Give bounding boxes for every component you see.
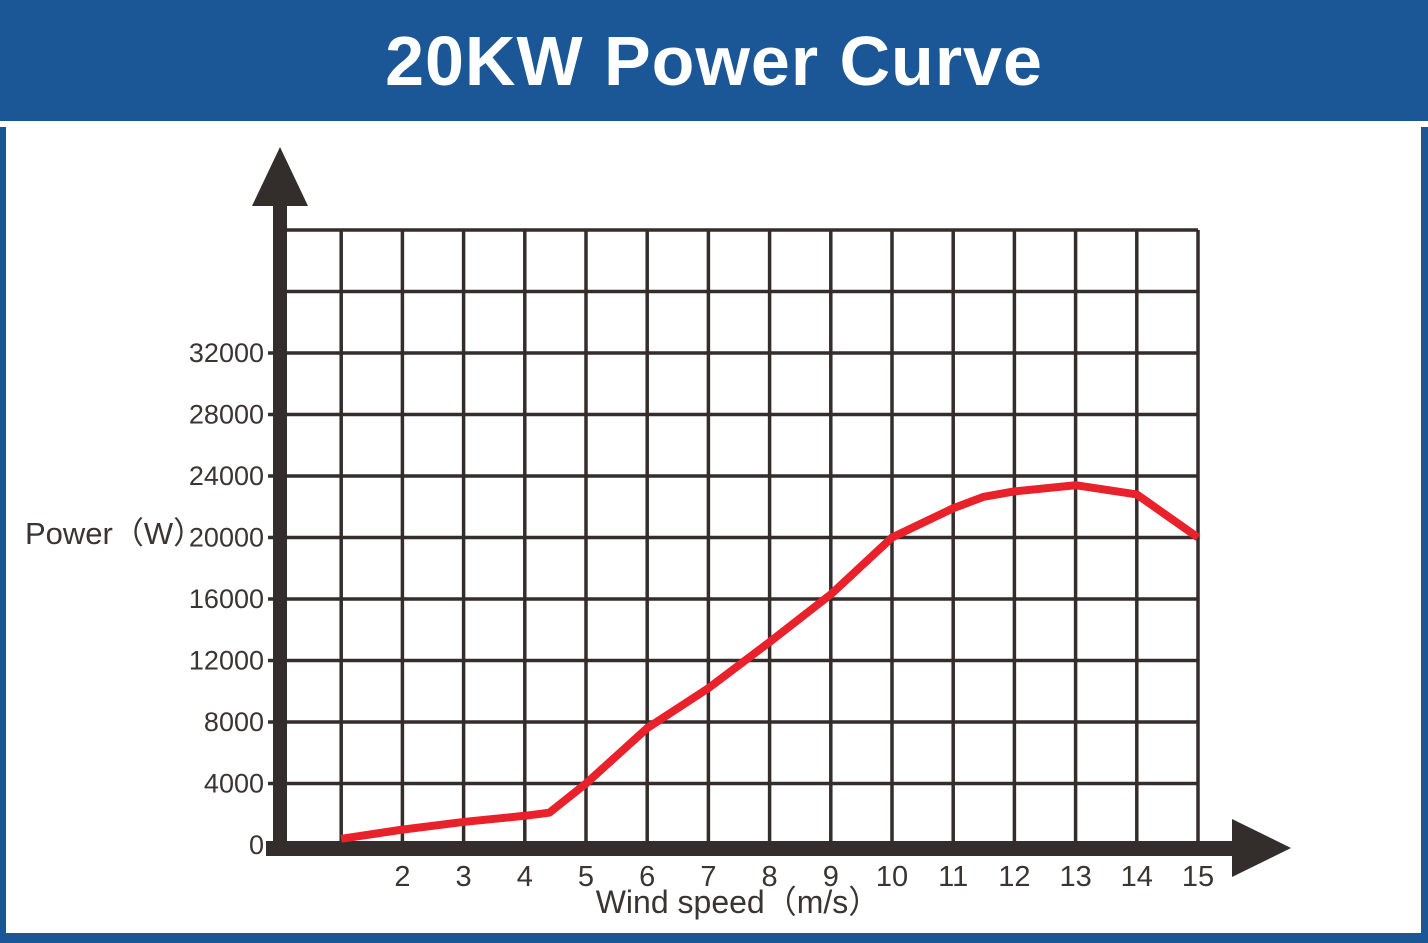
tick-labels: 0 4000 8000 12000 16000 20000 24000 28000 32000 2…	[189, 338, 1214, 893]
title-banner: 20KW Power Curve	[0, 0, 1428, 121]
x-tick-label: 11	[938, 861, 968, 893]
y-tick-label: 20000	[189, 523, 264, 553]
x-axis-title: Wind speed（m/s）	[596, 884, 881, 920]
x-tick-label: 2	[394, 861, 410, 893]
x-axis-line	[266, 841, 1234, 856]
y-tick-label: 16000	[189, 584, 264, 614]
y-axis-arrow-icon	[252, 147, 308, 206]
x-tick-label: 13	[1059, 861, 1091, 893]
x-tick-label: 6	[639, 861, 655, 893]
y-tick-label: 32000	[189, 338, 264, 368]
curve	[340, 481, 1201, 843]
x-tick-label: 15	[1182, 861, 1214, 893]
power-curve-line	[340, 481, 1201, 843]
y-tick-label: 12000	[189, 646, 264, 676]
grid	[280, 228, 1200, 845]
x-axis-arrow-icon	[1232, 819, 1291, 877]
y-tick-label: 0	[249, 830, 264, 860]
y-tick-label: 28000	[189, 400, 264, 430]
x-tick-label: 12	[998, 861, 1030, 893]
axes	[252, 147, 1291, 877]
y-tick-label: 8000	[204, 707, 264, 737]
x-tick-label: 14	[1121, 861, 1153, 893]
x-tick-label: 9	[823, 861, 839, 893]
y-axis-line	[273, 200, 287, 856]
x-tick-label: 4	[517, 861, 533, 893]
chart-title: 20KW Power Curve	[385, 21, 1043, 100]
y-tick-label: 24000	[189, 461, 264, 491]
y-axis-title: Power（W）	[25, 516, 204, 551]
x-tick-label: 3	[456, 861, 472, 893]
x-tick-label: 7	[700, 861, 716, 893]
y-tick-label: 4000	[204, 769, 264, 799]
x-tick-label: 5	[578, 861, 594, 893]
x-tick-label: 10	[876, 861, 908, 893]
x-tick-label: 8	[762, 861, 778, 893]
